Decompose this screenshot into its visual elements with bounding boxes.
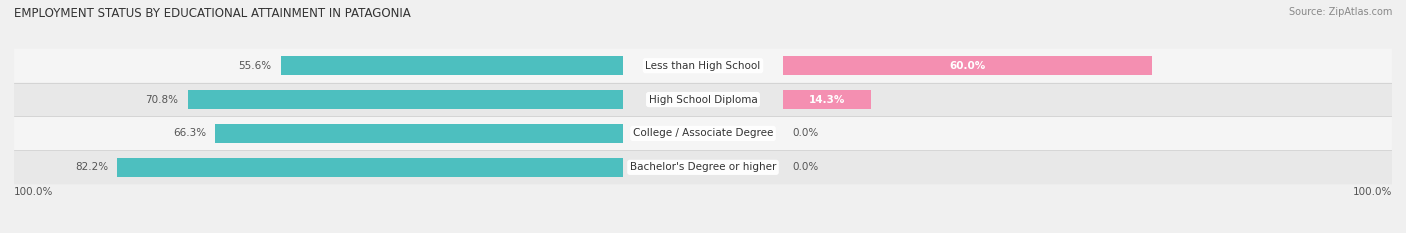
- Bar: [187, 90, 623, 109]
- Text: 14.3%: 14.3%: [808, 95, 845, 105]
- Text: 66.3%: 66.3%: [173, 128, 205, 138]
- Text: 0.0%: 0.0%: [792, 128, 818, 138]
- FancyBboxPatch shape: [14, 116, 1392, 150]
- Text: 100.0%: 100.0%: [14, 187, 53, 197]
- Bar: [215, 124, 623, 143]
- Text: 82.2%: 82.2%: [75, 162, 108, 172]
- Text: 0.0%: 0.0%: [792, 162, 818, 172]
- Text: High School Diploma: High School Diploma: [648, 95, 758, 105]
- Bar: [281, 56, 623, 75]
- Text: Bachelor's Degree or higher: Bachelor's Degree or higher: [630, 162, 776, 172]
- Text: College / Associate Degree: College / Associate Degree: [633, 128, 773, 138]
- FancyBboxPatch shape: [14, 83, 1392, 116]
- Text: Source: ZipAtlas.com: Source: ZipAtlas.com: [1288, 7, 1392, 17]
- Text: 70.8%: 70.8%: [145, 95, 179, 105]
- Bar: [783, 90, 870, 109]
- Text: 60.0%: 60.0%: [949, 61, 986, 71]
- Bar: [783, 56, 1152, 75]
- Bar: [118, 158, 623, 177]
- FancyBboxPatch shape: [14, 150, 1392, 184]
- FancyBboxPatch shape: [14, 49, 1392, 83]
- Text: Less than High School: Less than High School: [645, 61, 761, 71]
- Text: EMPLOYMENT STATUS BY EDUCATIONAL ATTAINMENT IN PATAGONIA: EMPLOYMENT STATUS BY EDUCATIONAL ATTAINM…: [14, 7, 411, 20]
- Text: 100.0%: 100.0%: [1353, 187, 1392, 197]
- Text: 55.6%: 55.6%: [239, 61, 271, 71]
